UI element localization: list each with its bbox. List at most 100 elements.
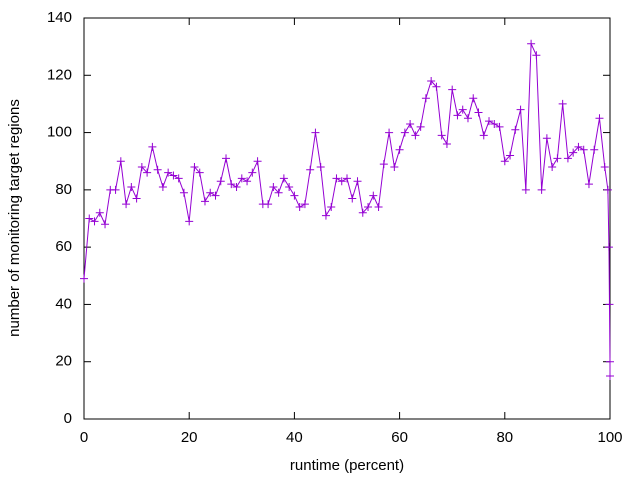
point-marker	[327, 203, 336, 212]
point-marker	[137, 162, 146, 171]
point-marker	[169, 171, 178, 180]
point-marker	[495, 122, 504, 131]
point-marker	[158, 182, 167, 191]
point-marker	[216, 177, 225, 186]
point-marker	[432, 82, 441, 91]
point-marker	[606, 357, 614, 366]
point-marker	[337, 177, 346, 186]
point-marker	[453, 111, 462, 120]
x-tick-label: 100	[597, 429, 622, 446]
data-line	[83, 43, 611, 377]
point-marker	[406, 119, 415, 128]
y-tick-label: 80	[55, 181, 72, 198]
point-marker	[85, 214, 94, 223]
point-marker	[390, 162, 399, 171]
point-marker	[590, 145, 599, 154]
point-marker	[227, 180, 236, 189]
point-marker	[521, 185, 530, 194]
point-marker	[500, 157, 509, 166]
point-marker	[605, 300, 614, 309]
point-marker	[532, 51, 541, 60]
point-marker	[379, 160, 388, 169]
point-marker	[458, 105, 467, 114]
point-marker	[448, 85, 457, 94]
point-marker	[332, 174, 341, 183]
y-axis-label: number of monitoring target regions	[6, 99, 23, 337]
point-marker	[385, 128, 394, 137]
point-marker	[595, 114, 604, 123]
point-marker	[95, 208, 104, 217]
y-tick-label: 0	[64, 410, 72, 427]
point-marker	[603, 185, 612, 194]
point-marker	[122, 200, 131, 209]
point-marker	[190, 162, 199, 171]
point-marker	[516, 105, 525, 114]
y-tick-label: 120	[47, 66, 72, 83]
point-marker	[542, 134, 551, 143]
point-marker	[206, 188, 215, 197]
x-tick-label: 0	[80, 429, 88, 446]
point-marker	[427, 77, 436, 86]
plot-frame	[83, 17, 611, 420]
point-marker	[442, 140, 451, 149]
point-marker	[606, 372, 614, 381]
point-marker	[321, 211, 330, 220]
point-marker	[164, 168, 173, 177]
point-marker	[474, 108, 483, 117]
point-marker	[374, 203, 383, 212]
point-marker	[269, 182, 278, 191]
point-marker	[569, 148, 578, 157]
point-marker	[348, 194, 357, 203]
point-marker	[416, 122, 425, 131]
point-marker	[343, 174, 351, 183]
y-tick-label: 100	[47, 124, 72, 141]
point-marker	[237, 174, 246, 183]
x-tick-label: 40	[286, 429, 303, 446]
point-marker	[211, 191, 220, 200]
point-marker	[253, 157, 262, 166]
y-tick-label: 20	[55, 353, 72, 370]
point-marker	[353, 177, 362, 186]
point-marker	[527, 39, 536, 48]
point-marker	[421, 94, 430, 103]
point-marker	[148, 142, 157, 151]
point-marker	[490, 119, 499, 128]
point-marker	[264, 200, 273, 209]
point-marker	[290, 191, 299, 200]
point-marker	[437, 131, 446, 140]
y-tick-label: 140	[47, 9, 72, 26]
point-marker	[358, 208, 367, 217]
point-marker	[200, 197, 209, 206]
point-marker	[248, 168, 257, 177]
point-marker	[295, 203, 304, 212]
point-marker	[311, 128, 320, 137]
point-marker	[604, 243, 613, 252]
point-marker	[463, 114, 472, 123]
point-marker	[300, 200, 309, 209]
point-marker	[101, 220, 110, 229]
point-marker	[179, 188, 188, 197]
point-marker	[479, 131, 488, 140]
point-marker	[600, 162, 609, 171]
point-marker	[279, 174, 288, 183]
y-tick-label: 60	[55, 238, 72, 255]
point-marker	[316, 162, 325, 171]
point-marker	[143, 168, 152, 177]
point-marker	[153, 165, 162, 174]
point-marker	[511, 125, 520, 134]
point-marker	[222, 154, 231, 163]
point-marker	[558, 99, 567, 108]
point-marker	[579, 145, 588, 154]
point-marker	[306, 165, 315, 174]
x-axis-label: runtime (percent)	[290, 457, 404, 474]
point-marker	[411, 131, 420, 140]
point-marker	[185, 217, 194, 226]
point-marker	[90, 217, 99, 226]
point-marker	[553, 154, 562, 163]
point-marker	[243, 177, 252, 186]
point-marker	[400, 128, 409, 137]
point-marker	[232, 182, 241, 191]
point-marker	[285, 182, 294, 191]
point-marker	[80, 274, 88, 283]
